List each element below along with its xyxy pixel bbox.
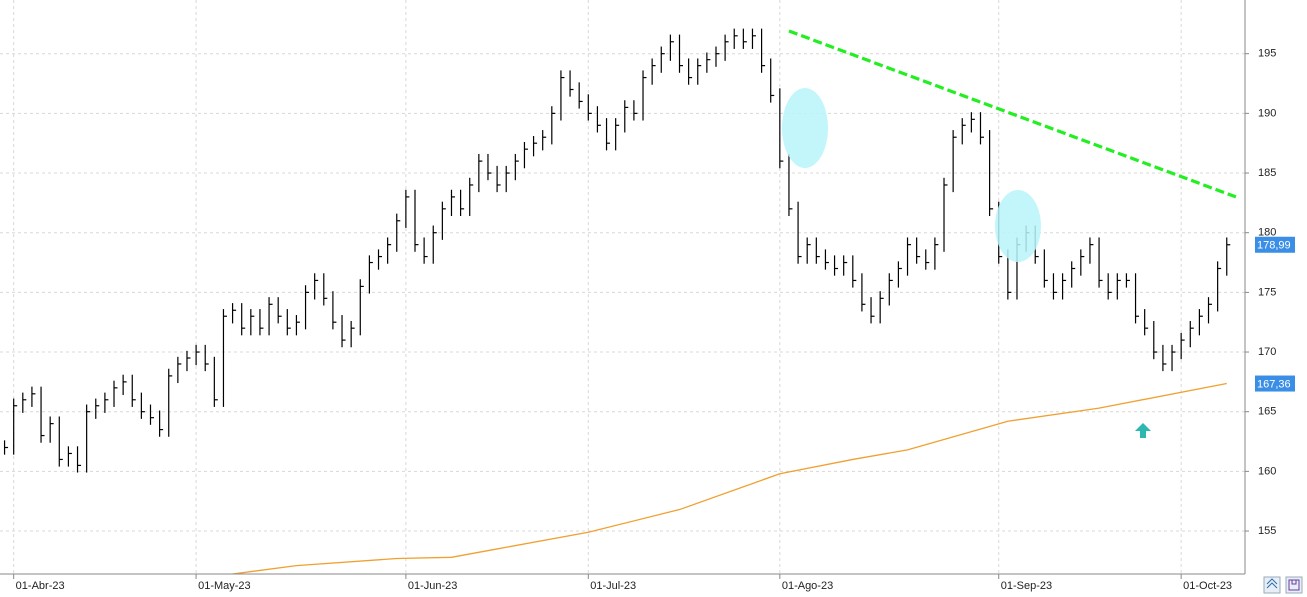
x-tick-label: 01-Oct-23 (1183, 580, 1232, 592)
x-tick-label: 01-Jul-23 (590, 580, 636, 592)
up-arrow (1135, 423, 1151, 438)
zoom-icon (1266, 578, 1278, 589)
y-tick-label: 185 (1258, 167, 1276, 179)
moving-average-line (232, 382, 1227, 575)
price-label: 178,99 (1257, 240, 1291, 252)
plot-area (0, 0, 1245, 574)
price-label: 167,36 (1257, 378, 1291, 390)
highlight-ellipse (995, 190, 1041, 262)
x-tick-label: 01-May-23 (198, 580, 251, 592)
y-tick-label: 170 (1258, 346, 1276, 358)
y-tick-label: 165 (1258, 406, 1276, 418)
x-tick-label: 01-Sep-23 (1001, 580, 1052, 592)
price-label-box (1255, 375, 1295, 392)
y-tick-label: 155 (1258, 525, 1276, 537)
highlight-ellipse (782, 88, 828, 168)
x-tick-label: 01-Jun-23 (408, 580, 458, 592)
price-label-box (1255, 236, 1295, 253)
save-button[interactable] (1285, 576, 1303, 594)
y-tick-label: 180 (1258, 227, 1276, 239)
zoom-button[interactable] (1263, 576, 1281, 594)
y-tick-label: 160 (1258, 465, 1276, 477)
trend-line (788, 29, 1237, 199)
y-tick-label: 195 (1258, 48, 1276, 60)
x-tick-label: 01-Ago-23 (782, 580, 833, 592)
x-tick-label: 01-Abr-23 (16, 580, 65, 592)
y-tick-label: 175 (1258, 286, 1276, 298)
y-tick-label: 190 (1258, 107, 1276, 119)
save-icon (1288, 579, 1300, 591)
